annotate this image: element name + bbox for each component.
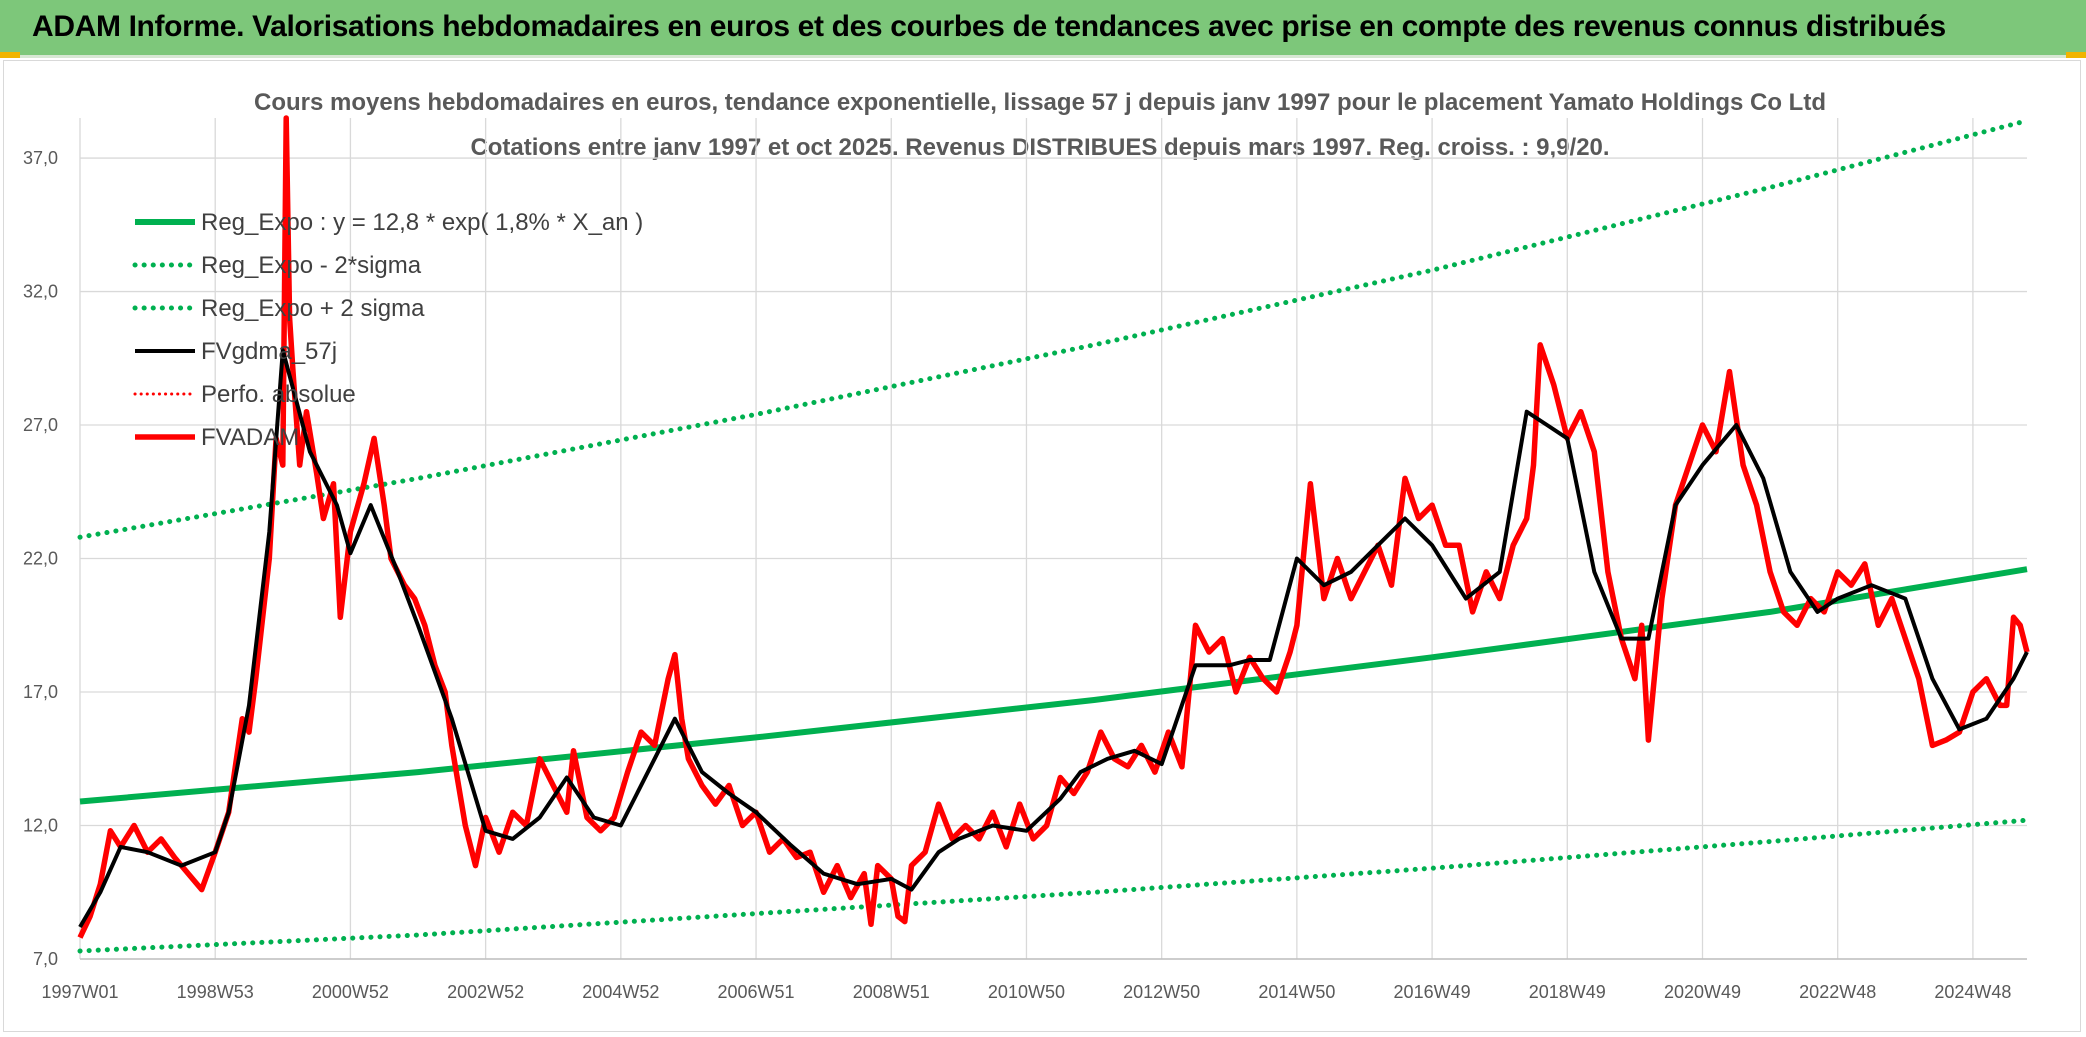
x-tick-label: 2018W49 (1529, 982, 1606, 1002)
y-tick-label: 37,0 (23, 148, 58, 168)
series-line-reg-expo-2-sigma (77, 118, 2030, 540)
legend-label: Perfo. absolue (201, 381, 356, 408)
x-tick-label: 2006W51 (718, 982, 795, 1002)
x-tick-label: 2012W50 (1123, 982, 1200, 1002)
x-tick-label: 2010W50 (988, 982, 1065, 1002)
report-title: ADAM Informe. Valorisations hebdomadaire… (32, 10, 1946, 43)
x-tick-label: 2024W48 (1934, 982, 2011, 1002)
axis-layer: 7,0 12,0 17,0 22,0 27,0 32,0 37,0 1997W01 1998W5… (23, 148, 2027, 1002)
chart-title: Cours moyens hebdomadaires en euros, ten… (254, 89, 1826, 116)
y-tick-label: 7,0 (33, 949, 58, 969)
y-tick-label: 22,0 (23, 549, 58, 569)
x-tick-label: 2016W49 (1394, 982, 1471, 1002)
y-tick-label: 17,0 (23, 682, 58, 702)
y-tick-label: 32,0 (23, 282, 58, 302)
corner-marker-left (0, 52, 20, 58)
chart-subtitle: Cotations entre janv 1997 et oct 2025. R… (470, 134, 1609, 161)
corner-marker-right (2066, 52, 2086, 58)
x-tick-label: 2022W48 (1799, 982, 1876, 1002)
x-tick-label: 2002W52 (447, 982, 524, 1002)
grid-layer (79, 118, 2027, 960)
series-line-fvgdma-57j (78, 348, 2029, 929)
series-line-fvadam (77, 115, 2030, 939)
x-tick-label: 2004W52 (582, 982, 659, 1002)
x-tick-label: 1997W01 (41, 982, 118, 1002)
legend: Reg_Expo : y = 12,8 * exp( 1,8% * X_an )… (132, 209, 643, 451)
legend-label: Reg_Expo : y = 12,8 * exp( 1,8% * X_an ) (201, 209, 643, 236)
series-layer (77, 115, 2030, 954)
y-tick-label: 27,0 (23, 415, 58, 435)
legend-label: Reg_Expo - 2*sigma (201, 252, 422, 279)
x-tick-label: 2000W52 (312, 982, 389, 1002)
legend-label: Reg_Expo + 2 sigma (201, 295, 425, 322)
report-banner: ADAM Informe. Valorisations hebdomadaire… (0, 0, 2086, 58)
x-tick-label: 2008W51 (853, 982, 930, 1002)
legend-label: FVgdma_57j (201, 338, 337, 365)
series-line-reg-expo-y-12-8-exp-1-8-x-an (79, 566, 2028, 805)
legend-label: FVADAM (201, 424, 299, 451)
y-tick-label: 12,0 (23, 816, 58, 836)
x-tick-label: 2014W50 (1258, 982, 1335, 1002)
x-tick-label: 1998W53 (177, 982, 254, 1002)
series-line-reg-expo-2-sigma (77, 817, 2030, 954)
x-tick-label: 2020W49 (1664, 982, 1741, 1002)
